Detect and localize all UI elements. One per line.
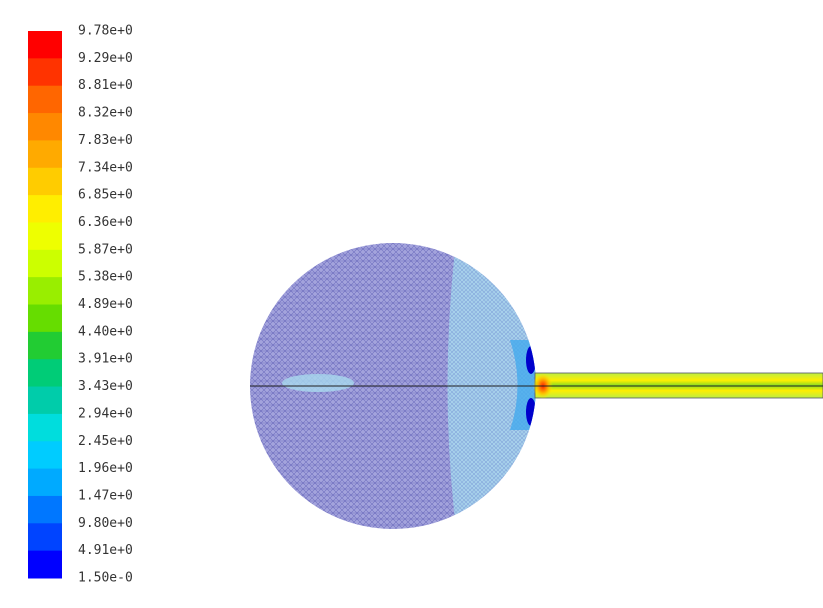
color-band <box>28 332 62 360</box>
colorbar-label: 5.87e+0 <box>78 242 133 257</box>
color-band <box>28 58 62 86</box>
flow-domain <box>250 243 823 529</box>
colorbar-label: 6.36e+0 <box>78 215 133 230</box>
colorbar-label: 7.34e+0 <box>78 160 133 175</box>
colorbar-label: 5.38e+0 <box>78 270 133 285</box>
color-band <box>28 305 62 333</box>
colorbar-label: 3.43e+0 <box>78 379 133 394</box>
colorbar-label: 4.89e+0 <box>78 297 133 312</box>
colorbar-label: 1.96e+0 <box>78 461 133 476</box>
color-band <box>28 441 62 469</box>
color-band <box>28 414 62 442</box>
colorbar-label: 4.40e+0 <box>78 324 133 339</box>
colorbar-label: 8.81e+0 <box>78 78 133 93</box>
color-band <box>28 551 62 579</box>
colorbar-label: 9.29e+0 <box>78 51 133 66</box>
color-band <box>28 222 62 250</box>
colorbar-label: 1.47e+0 <box>78 488 133 503</box>
color-band <box>28 168 62 196</box>
color-band <box>28 86 62 114</box>
color-band <box>28 359 62 387</box>
color-band <box>28 195 62 223</box>
colorbar-label: 7.83e+0 <box>78 133 133 148</box>
color-band <box>28 140 62 168</box>
screenshot: 9.78e+0 9.29e+0 8.81e+0 8.32e+0 7.83e+0 7.34e… <box>0 0 823 608</box>
color-band <box>28 469 62 497</box>
color-band <box>28 113 62 141</box>
colorbar-label: 1.50e-0 <box>78 571 133 586</box>
colorbar-label: 4.91e+0 <box>78 543 133 558</box>
colorbar-label: 2.94e+0 <box>78 406 133 421</box>
colorbar-label: 9.78e+0 <box>78 24 133 39</box>
colorbar-label: 2.45e+0 <box>78 434 133 449</box>
colorbar: 9.78e+0 9.29e+0 8.81e+0 8.32e+0 7.83e+0 7.34e… <box>28 24 133 586</box>
color-band <box>28 277 62 305</box>
color-band <box>28 496 62 524</box>
colorbar-label: 3.91e+0 <box>78 352 133 367</box>
colorbar-label: 9.80e+0 <box>78 516 133 531</box>
colorbar-label: 6.85e+0 <box>78 188 133 203</box>
color-band <box>28 31 62 59</box>
color-band <box>28 387 62 415</box>
color-band <box>28 523 62 551</box>
contour-view: 9.78e+0 9.29e+0 8.81e+0 8.32e+0 7.83e+0 7.34e… <box>0 0 823 608</box>
color-band <box>28 250 62 278</box>
colorbar-label: 8.32e+0 <box>78 106 133 121</box>
